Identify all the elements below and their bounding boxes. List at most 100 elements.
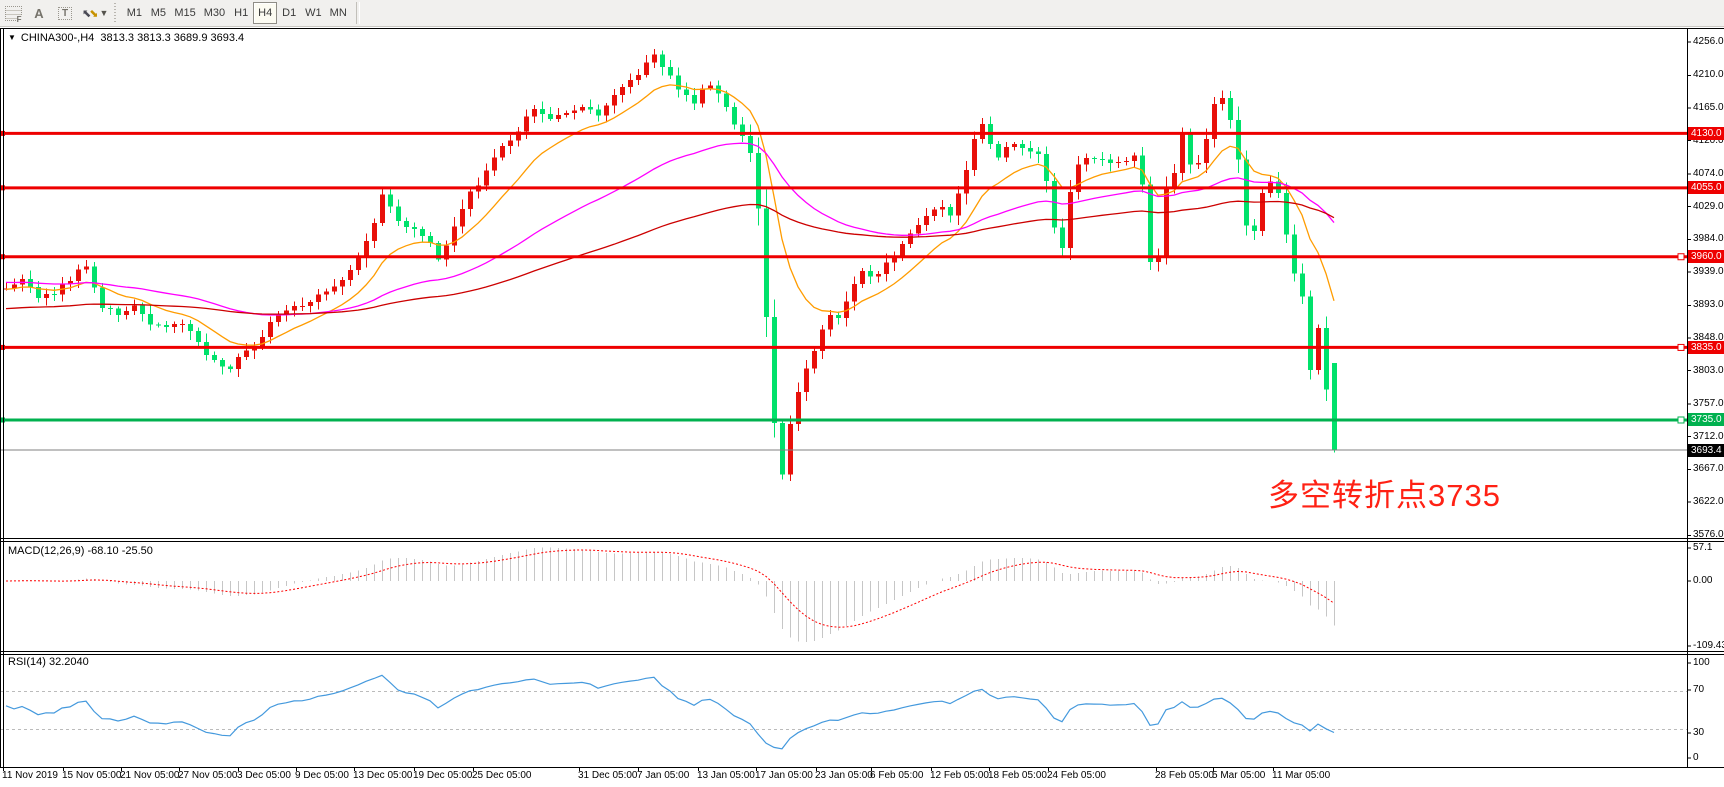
line-handle-right[interactable]	[1677, 416, 1685, 424]
candle-body	[1188, 133, 1193, 165]
candle-body	[1228, 97, 1233, 121]
candle-body	[788, 423, 793, 475]
x-axis-date-label: 11 Mar 05:00	[1272, 770, 1331, 781]
candle-body	[1244, 159, 1249, 226]
price-badge-4130.0: 4130.0	[1688, 126, 1724, 140]
candle-body	[940, 206, 945, 210]
timeframe-button-d1[interactable]: D1	[277, 2, 301, 24]
timeframe-button-m15[interactable]: M15	[170, 2, 199, 24]
candle-body	[836, 314, 841, 318]
x-axis-date-label: 19 Dec 05:00	[413, 770, 473, 781]
candle-body	[332, 286, 337, 292]
candle-body	[980, 123, 985, 140]
timeframe-button-h1[interactable]: H1	[229, 2, 253, 24]
candle-body	[540, 109, 545, 115]
candle-body	[996, 144, 1001, 158]
ma-fast-line	[5, 84, 1335, 346]
rsi-axis-label: 100	[1693, 657, 1710, 668]
line-anchor-left[interactable]	[0, 254, 5, 260]
candle-body	[164, 324, 169, 328]
arrow-objects-button[interactable]: ⬉⬊ ▼	[78, 2, 112, 24]
line-anchor-left[interactable]	[0, 185, 5, 191]
candle-body	[636, 74, 641, 80]
candle-body	[36, 286, 41, 299]
price-axis-label: 3576.0	[1693, 529, 1724, 541]
candle-body	[188, 323, 193, 332]
candle-body	[908, 233, 913, 245]
chart-canvas[interactable]	[0, 28, 1724, 787]
candle-body	[668, 66, 673, 76]
text-label-a-button[interactable]: A	[26, 2, 52, 24]
toolbar-separator	[355, 2, 360, 24]
annotation-text[interactable]: 多空转折点3735	[1268, 478, 1501, 513]
line-anchor-left[interactable]	[0, 344, 5, 350]
timeframe-button-m5[interactable]: M5	[146, 2, 170, 24]
candle-body	[228, 366, 233, 369]
candle-body	[948, 206, 953, 216]
candle-body	[492, 157, 497, 171]
timeframe-button-mn[interactable]: MN	[326, 2, 351, 24]
price-axis-label: 3939.0	[1693, 265, 1724, 277]
x-axis-date-label: 11 Nov 2019	[2, 770, 58, 781]
candle-body	[180, 323, 185, 325]
candle-body	[92, 266, 97, 288]
candle-body	[308, 301, 313, 306]
x-axis-date-label: 28 Feb 05:00	[1155, 770, 1214, 781]
candle-body	[108, 307, 113, 309]
candle-body	[1108, 159, 1113, 164]
text-box-t-button[interactable]: T	[52, 2, 78, 24]
line-handle-right[interactable]	[1677, 343, 1685, 351]
price-axis-label: 3622.0	[1693, 495, 1724, 507]
rsi-value: 32.2040	[48, 656, 89, 668]
candle-body	[68, 280, 73, 284]
candle-body	[380, 194, 385, 224]
line-handle-right[interactable]	[1677, 253, 1685, 261]
timeframe-button-h4[interactable]: H4	[253, 2, 278, 24]
candle-body	[692, 94, 697, 104]
candle-body	[772, 317, 777, 423]
candle-body	[1012, 144, 1017, 148]
candle-body	[1028, 147, 1033, 152]
chart-grid-f-button[interactable]: F	[0, 2, 26, 24]
candle-body	[12, 284, 17, 289]
chart-title: ▼ CHINA300-,H4 3813.3 3813.3 3689.9 3693.…	[8, 32, 244, 44]
x-axis-date-label: 7 Jan 05:00	[637, 770, 690, 781]
x-axis-date-label: 17 Jan 05:00	[755, 770, 813, 781]
candle-body	[676, 75, 681, 90]
candle-body	[396, 206, 401, 222]
candle-body	[844, 301, 849, 318]
candle-body	[100, 287, 105, 308]
candle-body	[484, 170, 489, 186]
timeframe-button-w1[interactable]: W1	[301, 2, 326, 24]
timeframe-button-m30[interactable]: M30	[200, 2, 229, 24]
ma-slow-line	[5, 200, 1335, 315]
candle-body	[900, 244, 905, 257]
candle-body	[116, 308, 121, 315]
macd-values: -68.10 -25.50	[87, 545, 153, 557]
candle-body	[804, 368, 809, 393]
line-anchor-left[interactable]	[0, 130, 5, 136]
collapse-triangle-icon[interactable]: ▼	[8, 33, 16, 42]
candle-body	[884, 262, 889, 274]
candle-body	[1004, 147, 1009, 158]
toolbar-grip[interactable]	[114, 3, 120, 23]
candle-body	[268, 322, 273, 338]
candle-body	[916, 224, 921, 234]
price-axis-label: 4210.0	[1693, 69, 1724, 81]
line-anchor-left[interactable]	[0, 417, 5, 423]
price-axis-label: 3757.0	[1693, 398, 1724, 410]
candle-body	[316, 294, 321, 302]
candle-body	[340, 279, 345, 287]
candle-body	[1124, 161, 1129, 163]
candle-body	[1132, 155, 1137, 162]
toolbar: F A T ⬉⬊ ▼ M1 M5 M15 M30 H1 H4 D1 W1 MN	[0, 0, 1724, 27]
candle-body	[156, 324, 161, 326]
candle-body	[1324, 327, 1329, 390]
candle-body	[76, 269, 81, 281]
text-label-a-icon: A	[34, 5, 44, 21]
rsi-indicator-label: RSI(14) 32.2040	[8, 656, 89, 668]
candle-body	[820, 329, 825, 351]
timeframe-button-m1[interactable]: M1	[122, 2, 146, 24]
candle-body	[852, 284, 857, 302]
chart-symbol-label: CHINA300-,H4	[20, 32, 95, 44]
